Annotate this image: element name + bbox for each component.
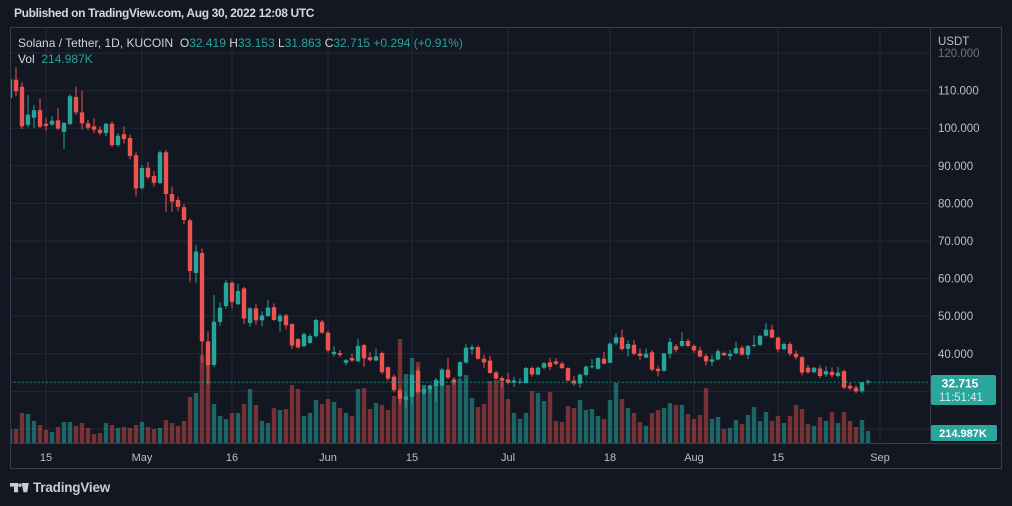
svg-text:11:51:41: 11:51:41 [939, 392, 983, 404]
svg-text:Aug: Aug [684, 452, 704, 464]
svg-text:USDT: USDT [938, 36, 969, 48]
svg-text:16: 16 [226, 452, 238, 464]
svg-text:110.000: 110.000 [938, 86, 979, 98]
svg-text:Jul: Jul [501, 452, 515, 464]
svg-text:15: 15 [406, 452, 418, 464]
svg-text:100.000: 100.000 [938, 123, 980, 135]
svg-text:40.000: 40.000 [938, 349, 973, 361]
svg-text:90.000: 90.000 [938, 161, 973, 173]
svg-text:Jun: Jun [319, 452, 337, 464]
svg-text:May: May [132, 452, 153, 464]
svg-text:15: 15 [40, 452, 52, 464]
svg-text:80.000: 80.000 [938, 198, 973, 210]
svg-text:60.000: 60.000 [938, 274, 973, 286]
svg-text:50.000: 50.000 [938, 311, 973, 323]
svg-text:70.000: 70.000 [938, 236, 973, 248]
svg-text:18: 18 [604, 452, 616, 464]
svg-text:Sep: Sep [870, 452, 890, 464]
svg-text:32.715: 32.715 [942, 377, 979, 391]
svg-text:15: 15 [772, 452, 784, 464]
svg-text:214.987K: 214.987K [939, 428, 987, 440]
svg-text:120.000: 120.000 [938, 48, 980, 60]
